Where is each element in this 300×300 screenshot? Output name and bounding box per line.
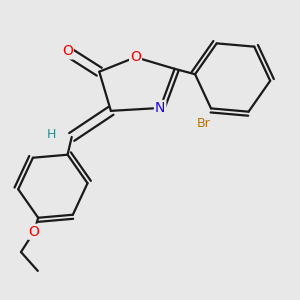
Text: N: N bbox=[155, 101, 165, 115]
Text: O: O bbox=[62, 44, 73, 58]
Text: O: O bbox=[130, 50, 141, 64]
Text: H: H bbox=[47, 128, 56, 141]
Text: Br: Br bbox=[197, 117, 211, 130]
Text: O: O bbox=[28, 225, 40, 239]
